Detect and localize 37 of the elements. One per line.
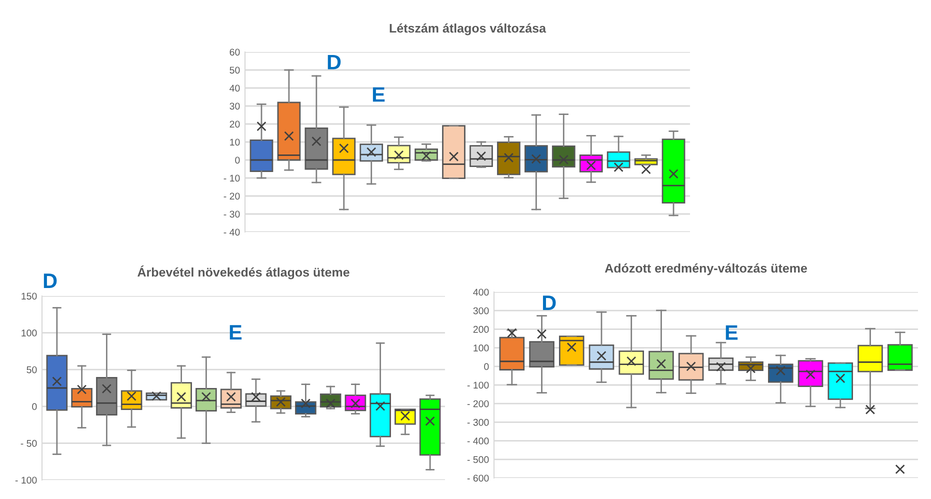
- y-tick-label: 20: [230, 120, 240, 128]
- y-tick-label: 0: [484, 363, 489, 370]
- y-tick-label: 60: [230, 48, 240, 56]
- y-tick-label: 30: [230, 102, 240, 110]
- y-tick-label: 0: [32, 403, 37, 410]
- y-tick-label: 40: [230, 84, 240, 92]
- chart-title: Létszám átlagos változása: [390, 23, 546, 36]
- y-tick-label: - 30: [224, 210, 240, 218]
- y-tick-label: - 20: [224, 192, 240, 200]
- y-tick-label: - 300: [467, 418, 489, 426]
- y-tick-label: 50: [26, 366, 37, 374]
- y-tick-label: - 50: [20, 440, 37, 447]
- annotation: D: [542, 296, 556, 310]
- y-tick-label: - 500: [467, 456, 489, 464]
- text: D: [44, 274, 57, 288]
- y-tick-label: - 100: [467, 382, 489, 389]
- y-tick-label: 100: [474, 344, 489, 352]
- y-tick-label: - 400: [467, 438, 489, 444]
- y-tick-label: 100: [22, 330, 37, 336]
- annotation: D: [328, 54, 341, 70]
- chart-title: Árbevétel növekedés átlagos üteme: [138, 265, 350, 280]
- y-tick-label: - 10: [224, 174, 240, 182]
- y-tick-label: 300: [473, 307, 489, 314]
- y-tick-label: 150: [22, 292, 37, 300]
- y-tick-label: 200: [473, 326, 489, 333]
- y-tick-label: 400: [473, 288, 489, 296]
- y-tick-label: - 200: [467, 400, 489, 408]
- chart-title: Adózott eredmény-változás üteme: [604, 263, 807, 276]
- y-tick-label: 10: [230, 138, 240, 146]
- annotation: E: [372, 87, 385, 102]
- annotation: E: [726, 325, 738, 340]
- y-tick-label: - 40: [224, 228, 240, 236]
- annotation: E: [230, 325, 242, 340]
- y-tick-label: 50: [230, 66, 240, 74]
- y-tick-label: 0: [235, 156, 240, 164]
- y-tick-label: - 100: [15, 476, 37, 484]
- y-tick-label: - 600: [467, 474, 489, 482]
